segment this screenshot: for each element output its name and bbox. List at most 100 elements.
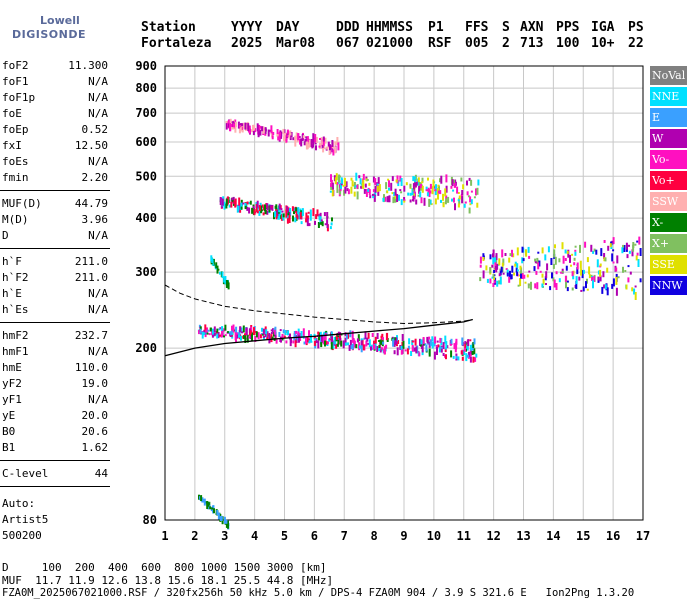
echo-mark xyxy=(262,212,265,216)
echo-mark xyxy=(230,124,233,127)
echo-mark xyxy=(330,183,333,187)
footer-file-info: FZA0M_2025067021000.RSF / 320fx256h 50 k… xyxy=(2,587,635,599)
echo-mark xyxy=(566,280,569,283)
echo-mark xyxy=(353,339,356,348)
echo-mark xyxy=(582,286,585,292)
echo-mark xyxy=(362,173,365,180)
echo-mark xyxy=(248,125,251,134)
echo-mark xyxy=(229,334,232,337)
echo-mark xyxy=(288,209,291,218)
echo-mark xyxy=(505,268,508,271)
echo-mark xyxy=(499,276,502,285)
echo-mark xyxy=(457,199,460,202)
echo-mark xyxy=(634,243,637,246)
x-tick-label: 12 xyxy=(486,529,500,543)
echo-mark xyxy=(370,344,373,348)
echo-mark xyxy=(573,257,576,261)
echo-mark xyxy=(383,348,386,353)
echo-mark xyxy=(250,326,253,332)
echo-mark xyxy=(452,355,455,359)
echo-mark xyxy=(297,207,300,214)
echo-mark xyxy=(425,344,428,352)
echo-mark xyxy=(380,347,383,351)
echo-mark xyxy=(534,258,537,262)
echo-mark xyxy=(240,202,243,207)
echo-mark xyxy=(639,248,642,256)
echo-mark xyxy=(403,200,406,203)
echo-mark xyxy=(238,125,241,128)
echo-mark xyxy=(561,270,564,273)
echo-mark xyxy=(374,191,377,197)
echo-mark xyxy=(369,195,372,199)
echo-mark xyxy=(400,191,403,194)
echo-mark xyxy=(612,249,615,252)
echo-mark xyxy=(609,243,612,248)
param-name: hmF2 xyxy=(2,329,29,342)
echo-mark xyxy=(580,289,583,292)
echo-mark xyxy=(327,141,330,147)
param-row: h`F 211.0 xyxy=(2,254,108,270)
echo-mark xyxy=(322,137,325,146)
echo-mark xyxy=(287,211,290,216)
echo-mark xyxy=(261,327,263,332)
echo-mark xyxy=(519,265,522,270)
echo-mark xyxy=(229,123,231,131)
echo-mark xyxy=(250,129,253,133)
param-separator xyxy=(0,486,110,487)
echo-mark xyxy=(268,333,271,338)
echo-mark xyxy=(617,276,620,279)
echo-mark xyxy=(326,212,329,219)
header-label-3: DDD xyxy=(336,20,360,35)
echo-mark xyxy=(208,333,211,336)
echo-mark xyxy=(271,336,274,340)
echo-mark xyxy=(351,180,354,187)
echo-mark xyxy=(249,200,252,205)
echo-mark xyxy=(493,280,496,284)
legend-item-noval: NoVal xyxy=(650,66,687,85)
echo-mark xyxy=(274,211,277,218)
echo-mark xyxy=(633,288,636,295)
header-value-0: Fortaleza xyxy=(141,36,212,51)
echo-mark xyxy=(581,270,584,279)
echo-mark xyxy=(286,132,289,137)
echo-mark xyxy=(355,172,358,181)
echo-mark xyxy=(212,328,214,337)
echo-mark xyxy=(417,177,420,183)
echo-mark xyxy=(259,334,262,339)
echo-mark xyxy=(282,217,285,221)
echo-mark xyxy=(317,222,320,228)
echo-mark xyxy=(262,333,265,336)
echo-mark xyxy=(258,124,260,132)
echo-mark xyxy=(278,332,281,337)
echo-mark xyxy=(371,333,374,337)
echo-mark xyxy=(213,326,216,333)
echo-mark xyxy=(337,337,340,345)
echo-mark xyxy=(575,276,578,285)
echo-mark xyxy=(334,338,337,345)
echo-mark xyxy=(266,331,269,334)
echo-mark xyxy=(472,342,475,348)
echo-mark xyxy=(385,344,388,349)
echo-mark xyxy=(378,184,381,192)
echo-mark xyxy=(213,508,215,514)
echo-mark xyxy=(260,209,263,212)
header-label-5: P1 xyxy=(428,20,444,35)
header-label-1: YYYY xyxy=(231,20,263,35)
echo-mark xyxy=(244,122,247,130)
echo-mark xyxy=(365,189,368,197)
echo-mark xyxy=(414,180,417,183)
echo-mark xyxy=(231,200,234,203)
legend-item-w: W xyxy=(650,129,687,148)
echo-mark xyxy=(348,344,351,351)
echo-mark xyxy=(580,268,583,276)
param-row: hmF1 N/A xyxy=(2,344,108,360)
echo-mark xyxy=(395,337,398,346)
param-name: B1 xyxy=(2,441,16,454)
echo-mark xyxy=(420,343,422,347)
param-name: foF1 xyxy=(2,75,29,88)
echo-mark xyxy=(336,335,338,340)
echo-mark xyxy=(604,284,607,290)
echo-mark xyxy=(382,337,384,341)
param-name: h`F2 xyxy=(2,271,29,284)
echo-mark xyxy=(524,281,527,284)
